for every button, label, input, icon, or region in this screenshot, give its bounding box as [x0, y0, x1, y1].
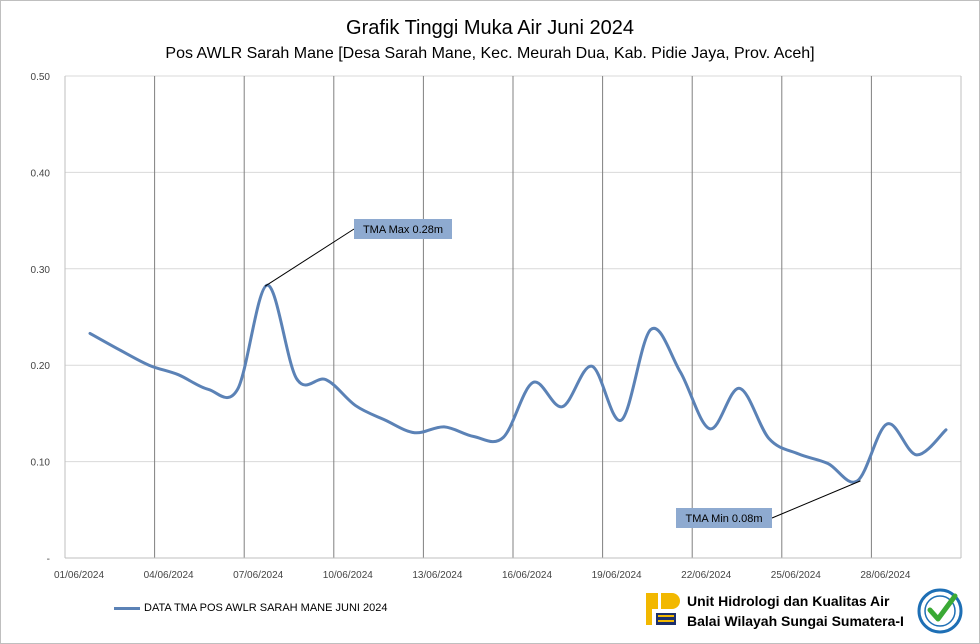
- y-tick-label: 0.40: [31, 168, 51, 179]
- x-tick-label: 25/06/2024: [771, 570, 821, 581]
- x-tick-label: 07/06/2024: [233, 570, 283, 581]
- annotation-leader-line: [264, 228, 355, 287]
- x-tick-label: 13/06/2024: [412, 570, 462, 581]
- series-layer: [88, 283, 948, 484]
- x-tick-label: 04/06/2024: [144, 570, 194, 581]
- organization-name: Unit Hidrologi dan Kualitas Air Balai Wi…: [687, 591, 904, 631]
- x-tick-label: 19/06/2024: [592, 570, 642, 581]
- org-line-1: Unit Hidrologi dan Kualitas Air: [687, 593, 890, 609]
- y-tick-label: 0.50: [31, 72, 51, 83]
- y-tick-label: -: [47, 554, 50, 565]
- annotation-leader-line: [771, 480, 861, 519]
- x-axis-ticks: 01/06/2024 04/06/2024 07/06/2024 10/06/2024…: [54, 570, 911, 581]
- y-tick-label: 0.10: [31, 458, 51, 469]
- x-tick-label: 10/06/2024: [323, 570, 373, 581]
- y-axis-ticks: - 0.10 0.20 0.30 0.40 0.50: [31, 72, 51, 565]
- iso-certified-badge-icon: [917, 588, 963, 634]
- legend-swatch: [114, 606, 140, 610]
- org-line-2: Balai Wilayah Sungai Sumatera-I: [687, 613, 904, 629]
- chart-subtitle: Pos AWLR Sarah Mane [Desa Sarah Mane, Ke…: [165, 45, 815, 62]
- annotation-label: TMA Max 0.28m: [363, 224, 443, 236]
- x-tick-label: 22/06/2024: [681, 570, 731, 581]
- y-tick-label: 0.20: [31, 361, 51, 372]
- legend-label: DATA TMA POS AWLR SARAH MANE JUNI 2024: [144, 602, 388, 614]
- series-line: [88, 283, 948, 484]
- y-tick-label: 0.30: [31, 265, 51, 276]
- annotation-box: [676, 508, 772, 528]
- annotation-label: TMA Min 0.08m: [685, 513, 762, 525]
- annotation-layer: TMA Max 0.28m TMA Min 0.08m: [264, 219, 861, 528]
- x-tick-label: 01/06/2024: [54, 570, 104, 581]
- chart-title: Grafik Tinggi Muka Air Juni 2024: [346, 17, 634, 39]
- plot-grid: [64, 75, 962, 559]
- legend: DATA TMA POS AWLR SARAH MANE JUNI 2024: [114, 599, 388, 617]
- pupr-logo-icon: [644, 591, 680, 627]
- annotation-box: [354, 219, 452, 239]
- x-tick-label: 28/06/2024: [860, 570, 910, 581]
- x-tick-label: 16/06/2024: [502, 570, 552, 581]
